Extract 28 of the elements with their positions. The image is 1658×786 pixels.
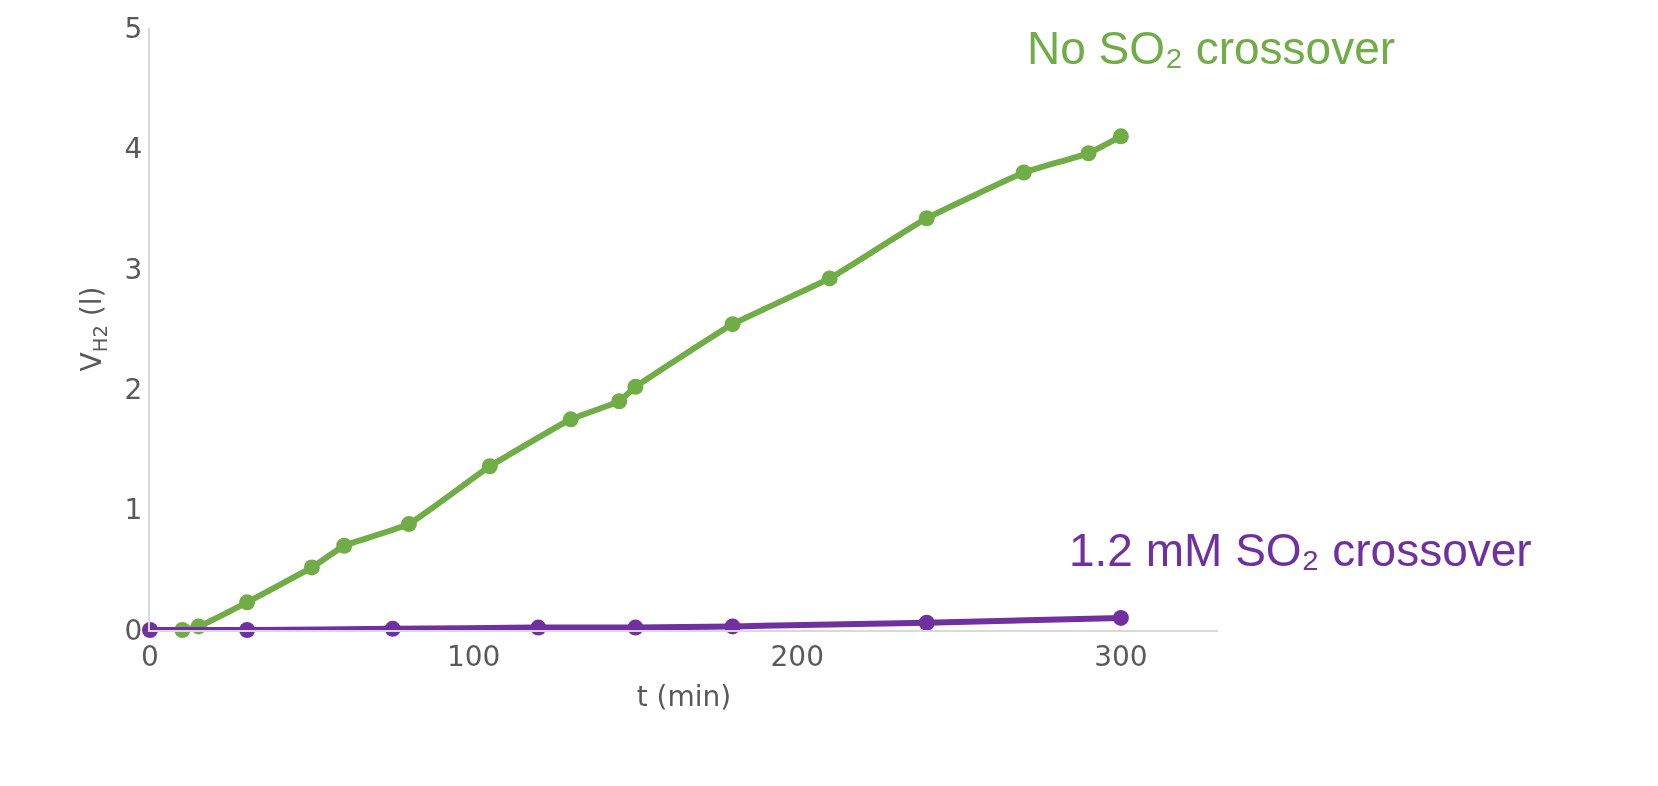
point — [627, 378, 644, 395]
y-tick-label: 1 — [124, 493, 143, 527]
x-tick-label: 200 — [770, 639, 824, 673]
point — [1112, 128, 1129, 145]
point — [1015, 164, 1032, 181]
point — [562, 411, 579, 428]
point — [481, 458, 498, 475]
point — [239, 594, 256, 611]
point — [918, 614, 935, 631]
point — [400, 516, 417, 533]
series-label: 1.2 mM SO₂ crossover — [1069, 524, 1532, 576]
point — [1080, 145, 1097, 162]
point — [1112, 609, 1129, 626]
x-axis-title: t (min) — [636, 680, 732, 714]
y-tick-label: 0 — [124, 613, 143, 647]
x-tick-label: 100 — [446, 639, 501, 673]
point — [724, 316, 741, 333]
series-label: No SO₂ crossover — [1027, 22, 1396, 74]
point — [611, 393, 628, 410]
point — [821, 270, 838, 287]
x-tick-label: 300 — [1094, 639, 1148, 673]
y-tick-label: 4 — [124, 132, 143, 166]
point — [336, 537, 353, 554]
y-tick-label: 2 — [124, 373, 143, 406]
point — [303, 559, 320, 576]
point — [918, 210, 935, 227]
y-tick-label: 5 — [124, 11, 143, 45]
y-tick-label: 3 — [124, 252, 143, 286]
